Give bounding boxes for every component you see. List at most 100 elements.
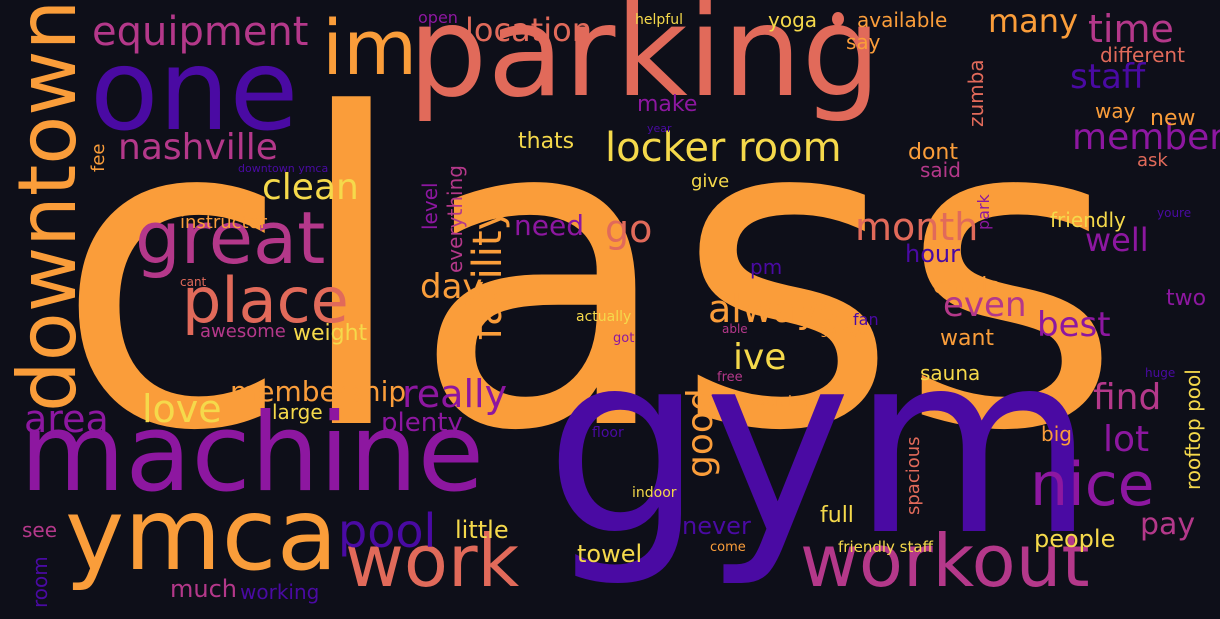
word-location: location [465, 11, 592, 49]
word-lot: lot [1103, 419, 1150, 460]
word-say: say [846, 30, 881, 54]
word-downtown: downtown [1, 0, 94, 412]
word-different: different [1100, 43, 1185, 67]
word-fan: fan [853, 310, 879, 329]
word-downtown-ymca: downtown ymca [238, 162, 329, 175]
word-much: much [170, 575, 237, 603]
word-actually: actually [576, 309, 632, 325]
word-two: two [1166, 286, 1207, 311]
word-awesome: awesome [200, 321, 286, 342]
word-best: best [1037, 305, 1111, 345]
word-never: never [682, 512, 751, 540]
word-day: day [420, 267, 483, 307]
word-ymca: ymca [65, 476, 338, 593]
word-friendly-staff: friendly staff [838, 538, 933, 556]
word-one: one [90, 26, 299, 156]
word-member: member [1072, 117, 1220, 158]
word-clean: clean [262, 167, 359, 208]
word-large: large [272, 400, 323, 424]
word-said: said [920, 158, 961, 182]
word-nashville: nashville [118, 127, 278, 168]
word-go: go [605, 207, 653, 251]
word-new: new [1150, 106, 1196, 131]
word-locker-room: locker room [605, 125, 842, 171]
word-able: able [722, 322, 748, 336]
word-thats: thats [518, 129, 575, 154]
word-towel: towel [577, 540, 643, 568]
word-equipment: equipment [92, 9, 309, 55]
word-huge: huge [1145, 366, 1176, 380]
word-room: room [28, 556, 52, 608]
word-floor: floor [592, 425, 624, 441]
word-come: come [710, 540, 746, 555]
word-area: area [24, 397, 109, 441]
word-always: always [708, 287, 839, 331]
word-helpful: helpful [635, 12, 683, 28]
word-many: many [988, 2, 1078, 40]
word-working: working [240, 580, 320, 604]
word-way: way [1095, 99, 1136, 123]
word-year: year [647, 122, 672, 135]
word-want: want [940, 326, 995, 351]
word-garage: garage [820, 323, 866, 338]
word-cardio: cardio [933, 274, 1001, 299]
word-exercise: exercise [750, 394, 808, 410]
word-park: park [974, 194, 993, 230]
word-everything: everything [443, 165, 467, 273]
word-class: class [55, 25, 1123, 525]
word-see: see [22, 518, 58, 542]
word-staff: staff [1070, 57, 1146, 97]
dot-mark [832, 12, 844, 26]
word-got: got [613, 331, 635, 346]
word-friendly: friendly [1050, 208, 1126, 232]
word-hour: hour [905, 240, 960, 268]
word-parking: parking [408, 0, 882, 125]
word-month: month [855, 205, 979, 249]
word-instructor: instructor [180, 212, 268, 233]
word-youre: youre [1157, 206, 1192, 220]
word-really: really [402, 372, 508, 416]
word-need: need [514, 209, 584, 242]
word-pm: pm [750, 255, 783, 279]
word-workout: workout [800, 519, 1090, 603]
word-people: people [1034, 525, 1116, 553]
word-open: open [418, 8, 458, 27]
word-ask: ask [1137, 150, 1168, 171]
word-little: little [455, 516, 509, 544]
word-work: work [345, 519, 520, 603]
word-plenty: plenty [381, 408, 463, 438]
word-great: great [135, 196, 326, 280]
word-time: time [1088, 7, 1174, 51]
word-gym: gym [545, 299, 1096, 590]
word-yoga: yoga [768, 8, 818, 32]
word-fee: fee [88, 143, 109, 173]
word-find: find [1093, 377, 1162, 418]
word-full: full [820, 503, 854, 528]
word-membership: membership [230, 375, 407, 408]
word-love: love [142, 387, 222, 431]
word-spacious: spacious [903, 436, 924, 515]
word-weight: weight [293, 321, 368, 346]
word-give: give [691, 171, 730, 192]
word-dont: dont [908, 140, 958, 165]
word-zumba: zumba [964, 59, 988, 127]
word-big: big [1041, 422, 1072, 446]
word-cant: cant [180, 275, 207, 289]
word-make: make [637, 92, 698, 117]
word-machine: machine [20, 391, 485, 516]
word-even: even [943, 285, 1027, 325]
word-pool: pool [338, 504, 437, 558]
word-level: level [418, 182, 442, 230]
word-pay: pay [1140, 507, 1196, 542]
word-place: place [182, 264, 349, 337]
word-im: im [322, 3, 418, 92]
word-nice: nice [1030, 450, 1155, 520]
word-free: free [717, 370, 743, 385]
word-good: good [680, 388, 721, 478]
word-ive: ive [733, 337, 787, 378]
word-available: available [857, 8, 948, 32]
word-well: well [1085, 221, 1149, 259]
word-rooftop-pool: rooftop pool [1181, 369, 1205, 490]
word-sauna: sauna [920, 361, 981, 385]
